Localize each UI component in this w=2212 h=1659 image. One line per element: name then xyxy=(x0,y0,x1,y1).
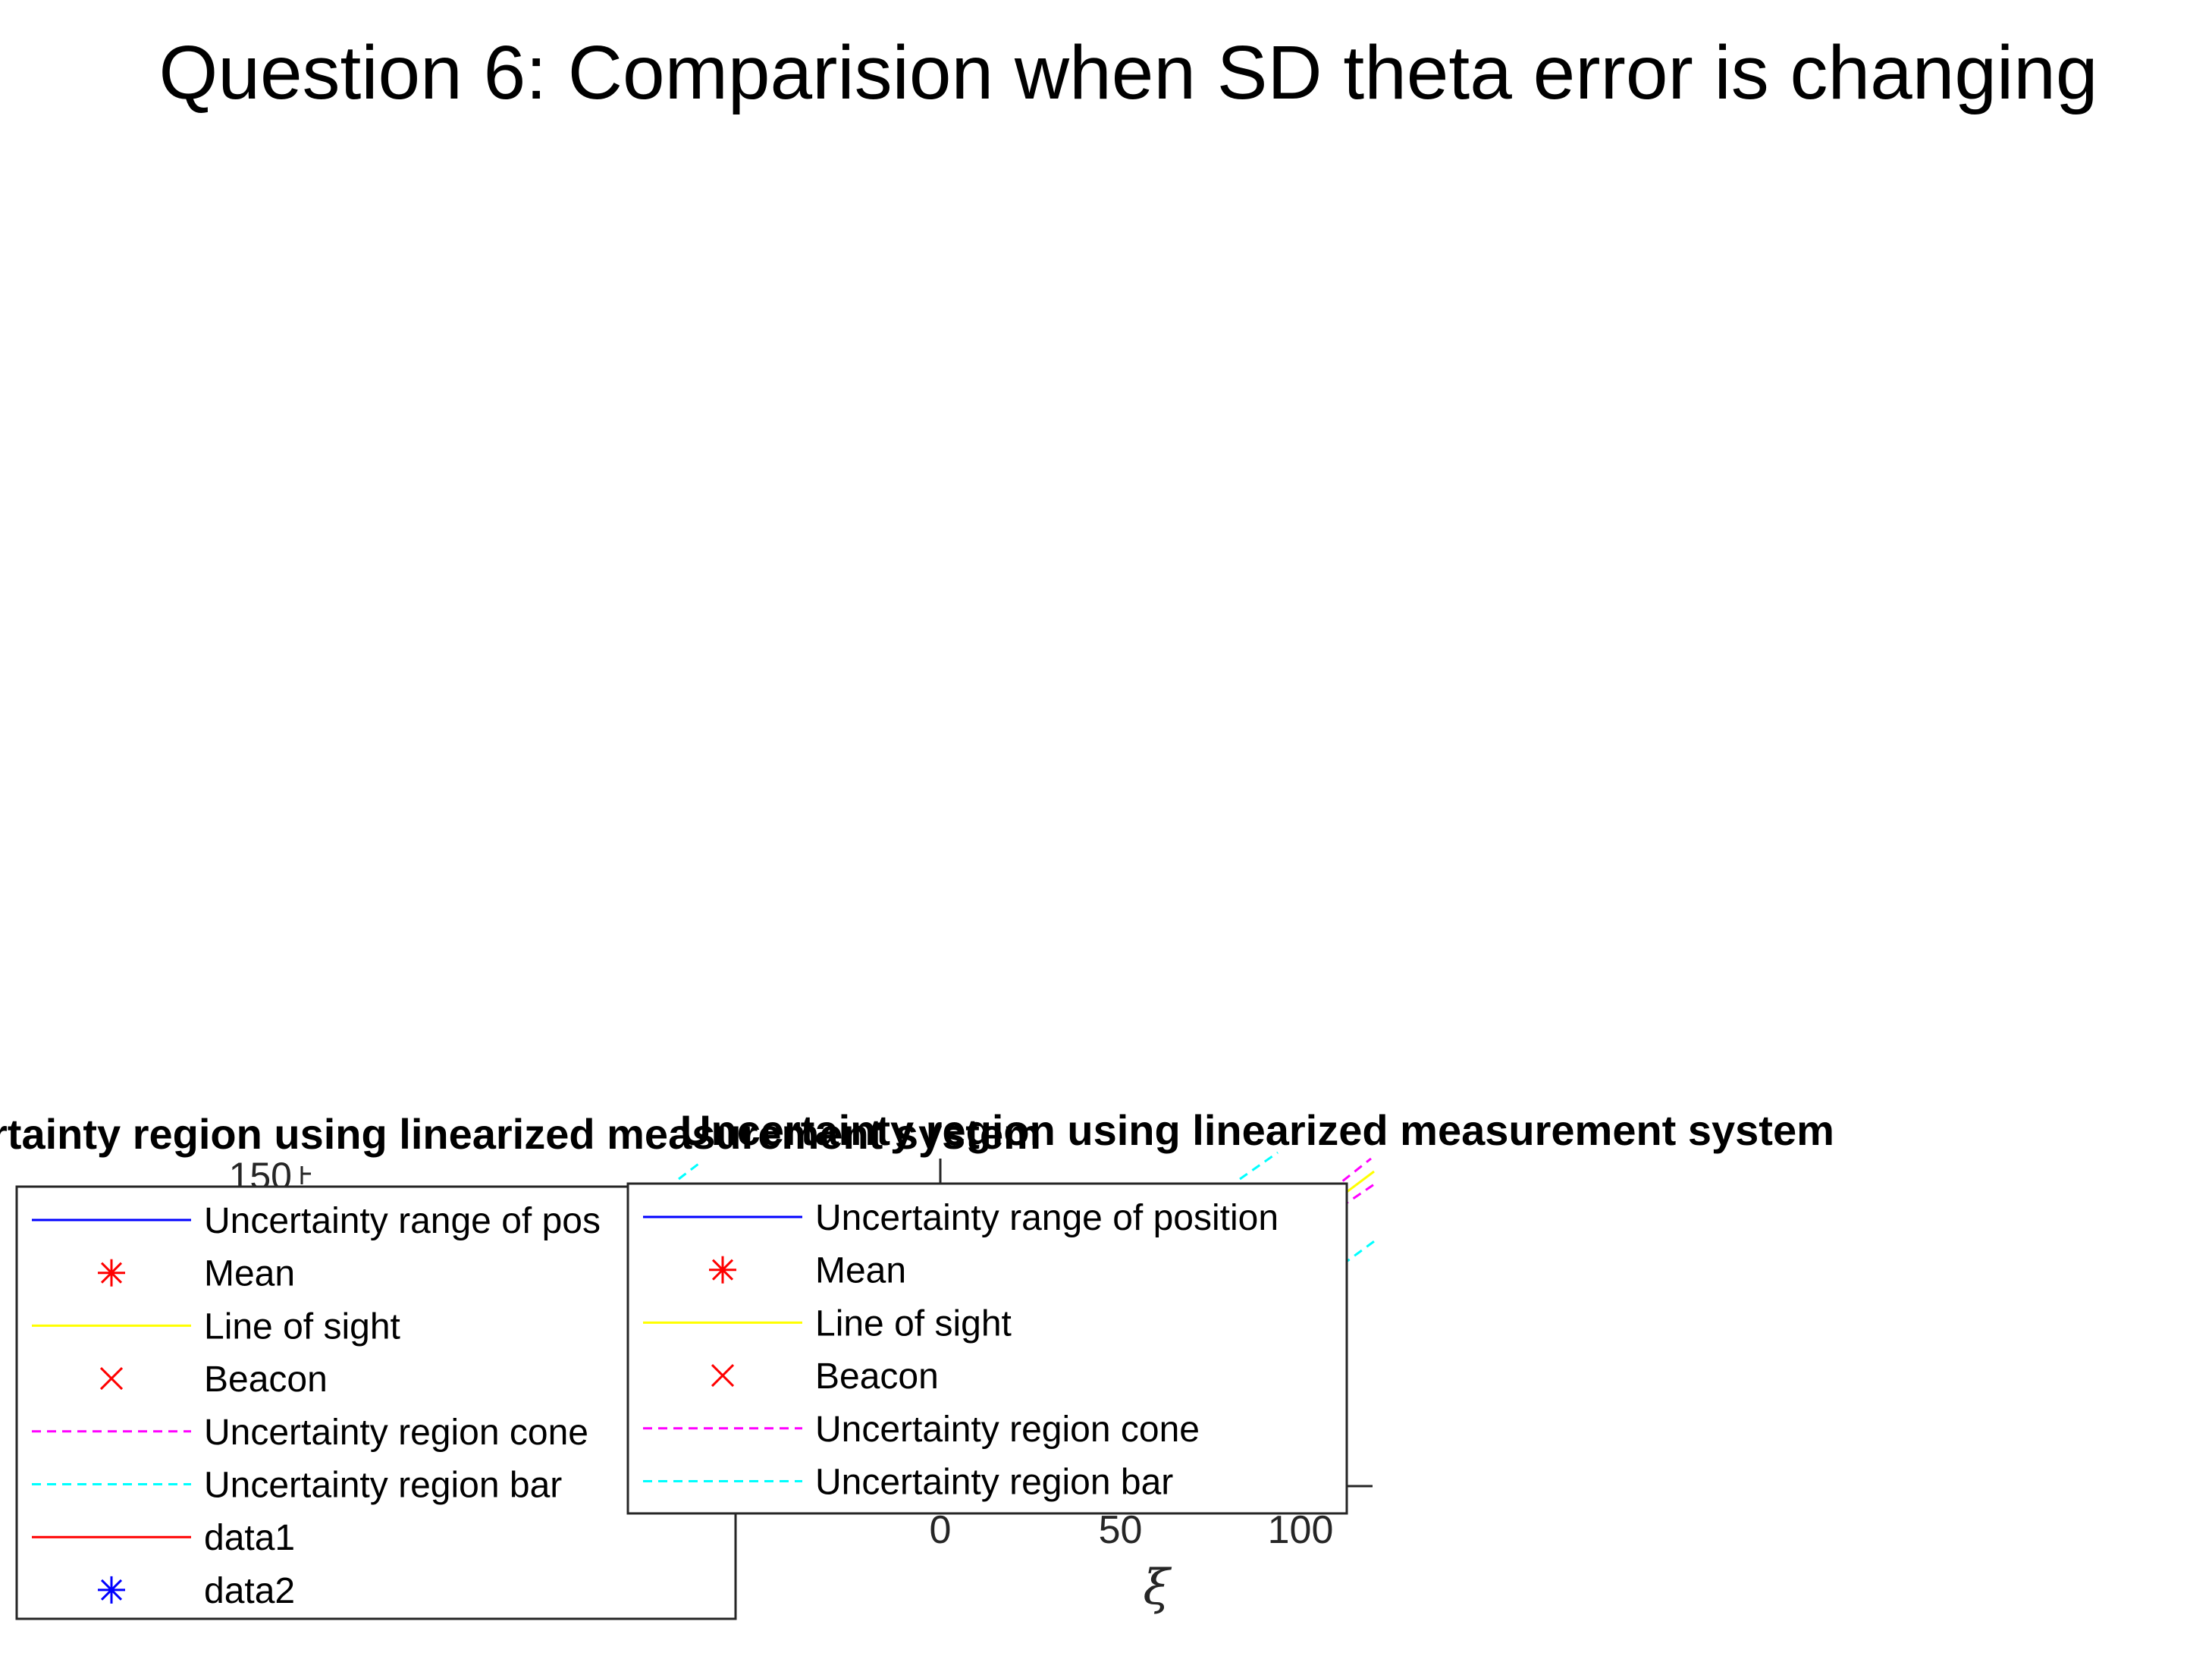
legend-swatch-asterisk xyxy=(709,1256,736,1284)
legend-entry-label: Mean xyxy=(815,1251,906,1291)
subplot-2-x-tick-label: 100 xyxy=(1268,1508,1334,1552)
legend-entry-label: data2 xyxy=(204,1571,295,1611)
legend-entry-label: data1 xyxy=(204,1518,295,1558)
legend-entry-label: Line of sight xyxy=(204,1306,400,1347)
legend-swatch-x xyxy=(99,1367,124,1391)
subplot-1-title: rtainty region using linearized measurem… xyxy=(0,1110,1041,1158)
legend-entry-label: Beacon xyxy=(204,1360,328,1400)
subplot-2-title: Uncertainty region using linearized meas… xyxy=(680,1106,1834,1154)
subplot-2-x-ticks: 0 50 100 xyxy=(930,1477,1334,1552)
figure-title: Question 6: Comparision when SD theta er… xyxy=(159,30,2098,115)
subplot-2: 0 50 100 ξ Uncertainty region using linear… xyxy=(626,1106,1834,1616)
subplot-1-legend-box xyxy=(15,1185,737,1620)
subplot-2-x-tick-label: 50 xyxy=(1099,1508,1143,1552)
legend-swatch-asterisk xyxy=(98,1576,125,1604)
subplot-1-legend: Uncertainty range of pos Mean Line of sigh… xyxy=(15,1185,737,1620)
subplot-2-x-tick-label: 0 xyxy=(930,1508,952,1552)
legend-entry-label: Uncertainty region cone xyxy=(204,1413,588,1453)
subplot-1-bar-fragment xyxy=(678,1160,702,1181)
legend-entry-label: Uncertainty range of position xyxy=(815,1198,1279,1238)
legend-entry-label: Beacon xyxy=(815,1356,939,1397)
legend-entry-label: Uncertainty region bar xyxy=(204,1466,562,1506)
legend-swatch-asterisk xyxy=(98,1259,125,1287)
legend-entry-label: Uncertainty region cone xyxy=(815,1410,1200,1450)
legend-entry-label: Uncertainty region bar xyxy=(815,1463,1173,1503)
legend-entry-label: Uncertainty range of pos xyxy=(204,1201,601,1241)
subplot-2-legend: Uncertainty range of position Mean Line of… xyxy=(626,1182,1348,1515)
subplot-2-x-label: ξ xyxy=(1143,1560,1172,1616)
legend-swatch-x xyxy=(711,1364,735,1388)
subplot-2-bar-line-upper xyxy=(1239,1151,1279,1181)
legend-entry-label: Line of sight xyxy=(815,1303,1012,1344)
subplot-2-legend-box xyxy=(626,1182,1348,1515)
legend-entry-label: Mean xyxy=(204,1254,295,1294)
subplot-1: 150 rtainty region using linearized meas… xyxy=(0,1110,1041,1620)
